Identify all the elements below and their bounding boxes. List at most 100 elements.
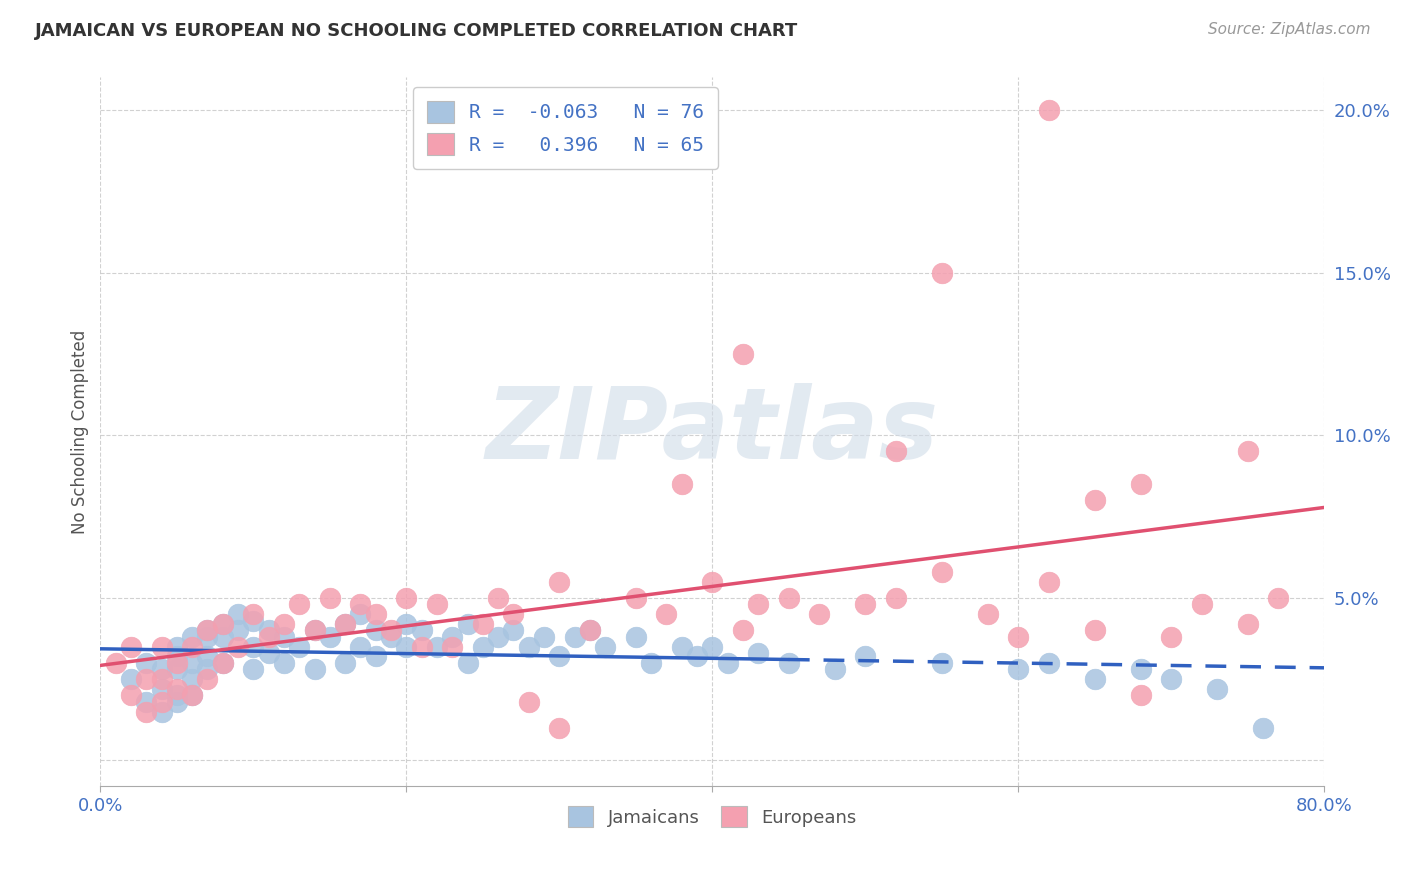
Point bbox=[197, 624, 219, 638]
Point bbox=[166, 656, 188, 670]
Point bbox=[273, 616, 295, 631]
Point bbox=[166, 649, 188, 664]
Point bbox=[181, 630, 204, 644]
Point bbox=[426, 640, 449, 654]
Point bbox=[319, 630, 342, 644]
Point bbox=[226, 640, 249, 654]
Point bbox=[304, 624, 326, 638]
Y-axis label: No Schooling Completed: No Schooling Completed bbox=[72, 330, 89, 534]
Point bbox=[747, 646, 769, 660]
Point bbox=[273, 630, 295, 644]
Point bbox=[655, 607, 678, 621]
Point bbox=[288, 640, 311, 654]
Point bbox=[364, 607, 387, 621]
Point bbox=[931, 656, 953, 670]
Point bbox=[273, 656, 295, 670]
Text: JAMAICAN VS EUROPEAN NO SCHOOLING COMPLETED CORRELATION CHART: JAMAICAN VS EUROPEAN NO SCHOOLING COMPLE… bbox=[35, 22, 799, 40]
Point bbox=[1251, 721, 1274, 735]
Point bbox=[457, 656, 479, 670]
Point bbox=[1236, 444, 1258, 458]
Point bbox=[197, 662, 219, 676]
Point bbox=[853, 598, 876, 612]
Point bbox=[976, 607, 998, 621]
Point bbox=[502, 607, 524, 621]
Point bbox=[564, 630, 586, 644]
Point bbox=[1084, 624, 1107, 638]
Point bbox=[257, 646, 280, 660]
Point bbox=[257, 624, 280, 638]
Point bbox=[593, 640, 616, 654]
Point bbox=[548, 649, 571, 664]
Point bbox=[150, 695, 173, 709]
Point bbox=[686, 649, 709, 664]
Point bbox=[349, 607, 371, 621]
Point bbox=[288, 598, 311, 612]
Point bbox=[1038, 103, 1060, 117]
Point bbox=[380, 624, 402, 638]
Point bbox=[150, 672, 173, 686]
Point bbox=[1007, 662, 1029, 676]
Point bbox=[135, 672, 157, 686]
Point bbox=[211, 656, 233, 670]
Point bbox=[853, 649, 876, 664]
Point bbox=[150, 640, 173, 654]
Point bbox=[824, 662, 846, 676]
Point bbox=[1084, 493, 1107, 508]
Point bbox=[242, 640, 264, 654]
Point bbox=[624, 630, 647, 644]
Point bbox=[333, 616, 356, 631]
Point bbox=[181, 656, 204, 670]
Point bbox=[702, 574, 724, 589]
Point bbox=[1038, 574, 1060, 589]
Point bbox=[395, 591, 418, 605]
Point bbox=[181, 689, 204, 703]
Point bbox=[457, 616, 479, 631]
Point bbox=[1007, 630, 1029, 644]
Text: ZIPatlas: ZIPatlas bbox=[485, 384, 939, 481]
Point bbox=[197, 649, 219, 664]
Point bbox=[150, 681, 173, 696]
Point bbox=[211, 616, 233, 631]
Point bbox=[349, 598, 371, 612]
Point bbox=[181, 672, 204, 686]
Point bbox=[884, 444, 907, 458]
Point bbox=[1160, 630, 1182, 644]
Point bbox=[166, 640, 188, 654]
Point bbox=[731, 624, 754, 638]
Point bbox=[135, 695, 157, 709]
Point bbox=[471, 640, 494, 654]
Point bbox=[808, 607, 831, 621]
Point bbox=[242, 607, 264, 621]
Point bbox=[486, 630, 509, 644]
Point bbox=[1129, 689, 1152, 703]
Point bbox=[533, 630, 555, 644]
Point bbox=[135, 656, 157, 670]
Text: Source: ZipAtlas.com: Source: ZipAtlas.com bbox=[1208, 22, 1371, 37]
Point bbox=[150, 662, 173, 676]
Point bbox=[120, 640, 142, 654]
Point bbox=[166, 695, 188, 709]
Point bbox=[579, 624, 602, 638]
Point bbox=[120, 672, 142, 686]
Point bbox=[502, 624, 524, 638]
Point bbox=[257, 630, 280, 644]
Point bbox=[135, 705, 157, 719]
Point bbox=[395, 616, 418, 631]
Point bbox=[226, 624, 249, 638]
Point bbox=[304, 624, 326, 638]
Point bbox=[104, 656, 127, 670]
Point bbox=[441, 640, 464, 654]
Point bbox=[1236, 616, 1258, 631]
Point bbox=[211, 630, 233, 644]
Point bbox=[747, 598, 769, 612]
Point bbox=[333, 656, 356, 670]
Point bbox=[778, 656, 800, 670]
Point bbox=[197, 630, 219, 644]
Point bbox=[579, 624, 602, 638]
Point bbox=[211, 656, 233, 670]
Point bbox=[671, 640, 693, 654]
Point bbox=[226, 607, 249, 621]
Point bbox=[931, 565, 953, 579]
Point bbox=[1084, 672, 1107, 686]
Legend: Jamaicans, Europeans: Jamaicans, Europeans bbox=[561, 799, 863, 834]
